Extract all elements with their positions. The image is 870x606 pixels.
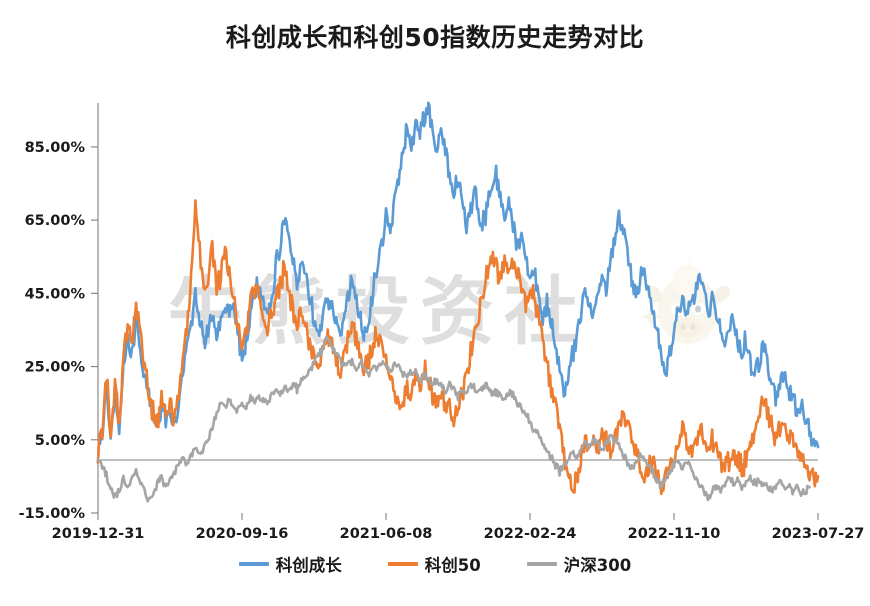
- x-tick-labels: 2019-12-31 2020-09-16 2021-06-08 2022-02-24…: [52, 526, 865, 542]
- x-tick-label: 2022-11-10: [628, 526, 721, 542]
- x-tick-label: 2020-09-16: [196, 526, 289, 542]
- y-tick-label: 25.00%: [25, 360, 86, 376]
- series-lines: [96, 101, 820, 503]
- x-tick-label: 2023-07-27: [772, 526, 865, 542]
- y-tick-label: 45.00%: [25, 286, 86, 302]
- chart-title: 科创成长和科创50指数历史走势对比: [225, 23, 645, 52]
- y-tick-label: -15.00%: [19, 506, 86, 522]
- legend-swatch-line-icon: [238, 562, 269, 566]
- y-tick-label: 5.00%: [35, 433, 86, 449]
- legend-label: 科创成长: [275, 556, 342, 575]
- legend-swatch-line-icon: [387, 562, 418, 566]
- y-tick-label: 85.00%: [25, 140, 86, 156]
- x-tick-label: 2021-06-08: [340, 526, 433, 542]
- x-tick-label: 2019-12-31: [52, 526, 145, 542]
- series-line: [96, 101, 820, 465]
- legend-item-2[interactable]: 沪深300: [526, 552, 632, 576]
- series-line: [96, 199, 820, 496]
- y-tick-label: 65.00%: [25, 213, 86, 229]
- legend-item-1[interactable]: 科创50: [387, 552, 481, 576]
- legend-label: 沪深300: [563, 556, 632, 575]
- chart-legend: 科创成长 科创50 沪深300: [0, 552, 870, 576]
- axis-ticks: [91, 146, 819, 520]
- legend-swatch-line-icon: [526, 562, 557, 566]
- legend-label: 科创50: [424, 556, 481, 575]
- y-tick-labels: 85.00% 65.00% 45.00% 25.00% 5.00% -15.00%: [19, 140, 86, 522]
- legend-item-0[interactable]: 科创成长: [238, 552, 342, 576]
- series-line: [96, 335, 811, 503]
- x-tick-label: 2022-02-24: [484, 526, 577, 542]
